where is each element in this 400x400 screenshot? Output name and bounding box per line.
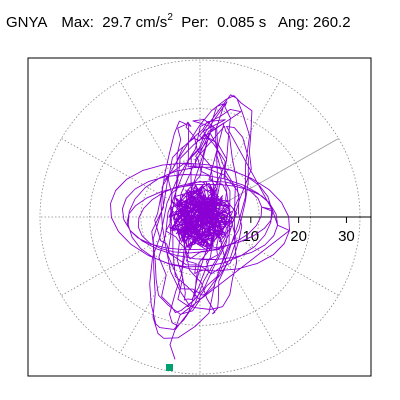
radial-tick-label-30: 30 <box>338 228 355 245</box>
max-unit-exponent: 2 <box>167 12 173 23</box>
radial-tick-label-10: 10 <box>242 228 259 245</box>
motion-trace <box>110 94 290 360</box>
chart-title: GNYA Max: 29.7 cm/s2 Per: 0.085 s Ang: 26… <box>6 12 351 31</box>
end-marker <box>166 364 173 371</box>
radial-tick-label-20: 20 <box>290 228 307 245</box>
max-label: Max: <box>61 14 94 31</box>
max-unit: cm/s <box>135 14 168 31</box>
max-value: 29.7 <box>102 14 132 31</box>
period-label: Per: <box>181 14 209 31</box>
trace-path <box>110 94 290 360</box>
angle-label: Ang: <box>277 14 309 31</box>
angle-value: 260.2 <box>313 14 351 31</box>
period-value: 0.085 s <box>217 14 267 31</box>
station-code: GNYA <box>6 14 48 31</box>
